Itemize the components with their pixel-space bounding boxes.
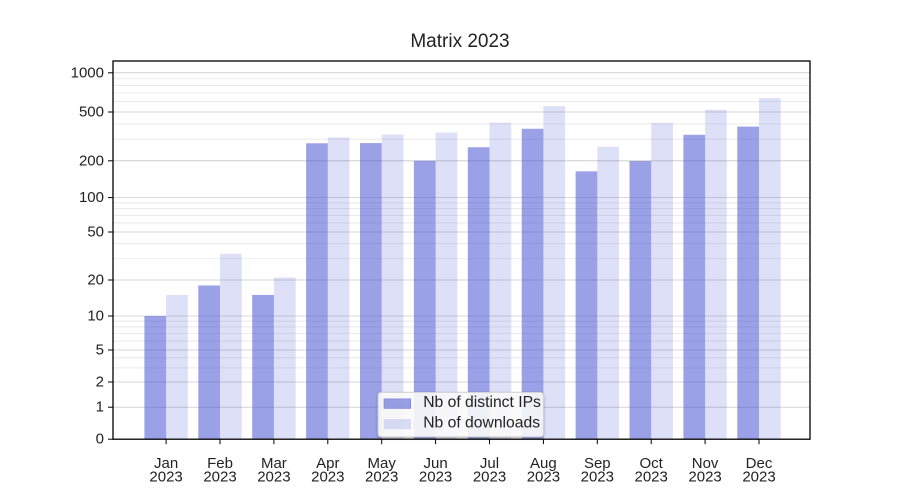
svg-text:10: 10	[87, 308, 104, 325]
svg-text:2023: 2023	[419, 468, 452, 485]
svg-text:2023: 2023	[311, 468, 344, 485]
svg-text:2023: 2023	[203, 468, 236, 485]
svg-text:2023: 2023	[742, 468, 775, 485]
svg-text:2023: 2023	[257, 468, 290, 485]
svg-text:Nb of distinct IPs: Nb of distinct IPs	[423, 394, 541, 411]
svg-text:Nb of downloads: Nb of downloads	[423, 415, 540, 432]
svg-text:1: 1	[96, 399, 104, 416]
svg-text:200: 200	[79, 152, 104, 169]
svg-text:1000: 1000	[71, 64, 104, 81]
svg-text:5: 5	[96, 342, 104, 359]
svg-text:2023: 2023	[149, 468, 182, 485]
svg-text:20: 20	[87, 272, 104, 289]
svg-text:Matrix 2023: Matrix 2023	[410, 31, 509, 52]
svg-text:2023: 2023	[365, 468, 398, 485]
svg-text:2023: 2023	[581, 468, 614, 485]
svg-text:2: 2	[96, 374, 104, 391]
svg-text:2023: 2023	[473, 468, 506, 485]
svg-text:2023: 2023	[635, 468, 668, 485]
svg-text:2023: 2023	[527, 468, 560, 485]
svg-text:50: 50	[87, 224, 104, 241]
svg-text:500: 500	[79, 104, 104, 121]
svg-text:2023: 2023	[688, 468, 721, 485]
svg-text:0: 0	[96, 431, 104, 448]
svg-text:100: 100	[79, 189, 104, 206]
